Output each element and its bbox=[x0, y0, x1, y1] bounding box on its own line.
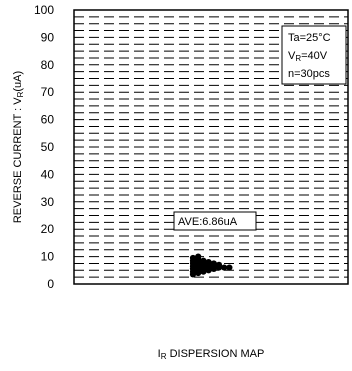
y-tick-label: 60 bbox=[41, 113, 55, 127]
data-point bbox=[210, 260, 217, 267]
data-point bbox=[200, 257, 207, 264]
y-tick-label: 30 bbox=[41, 195, 55, 209]
y-tick-label: 100 bbox=[34, 3, 54, 17]
y-tick-label: 50 bbox=[41, 140, 55, 154]
y-tick-labels: 0 10 20 30 40 50 60 70 80 90 100 bbox=[34, 3, 54, 291]
legend-frame bbox=[281, 25, 347, 85]
y-tick-label: 10 bbox=[41, 250, 55, 264]
plot-frame bbox=[73, 9, 349, 285]
data-point bbox=[205, 258, 212, 266]
y-tick-label: 20 bbox=[41, 222, 55, 236]
y-tick-label: 80 bbox=[41, 58, 55, 72]
x-axis-label: IR DISPERSION MAP bbox=[158, 348, 265, 361]
y-tick-label: 90 bbox=[41, 30, 55, 44]
legend-voltage: VR=40V bbox=[288, 50, 328, 63]
average-annotation: AVE:6.86uA bbox=[173, 211, 257, 231]
y-tick-label: 70 bbox=[41, 85, 55, 99]
average-label: AVE:6.86uA bbox=[178, 216, 238, 228]
data-points bbox=[189, 253, 233, 278]
y-axis-label: REVERSE CURRENT : VR(uA) bbox=[12, 71, 25, 223]
legend-temperature: Ta=25°C bbox=[288, 32, 331, 44]
data-point bbox=[221, 264, 228, 271]
data-point bbox=[189, 254, 197, 262]
y-tick-label: 0 bbox=[47, 277, 54, 291]
data-point bbox=[226, 264, 233, 271]
average-frame bbox=[173, 211, 257, 231]
data-point bbox=[195, 253, 202, 260]
legend-box: Ta=25°C VR=40V n=30pcs bbox=[281, 25, 347, 85]
grid-lines bbox=[74, 16, 348, 278]
legend-sample-count: n=30pcs bbox=[288, 68, 330, 80]
data-point bbox=[215, 261, 223, 268]
y-tick-label: 40 bbox=[41, 167, 55, 181]
